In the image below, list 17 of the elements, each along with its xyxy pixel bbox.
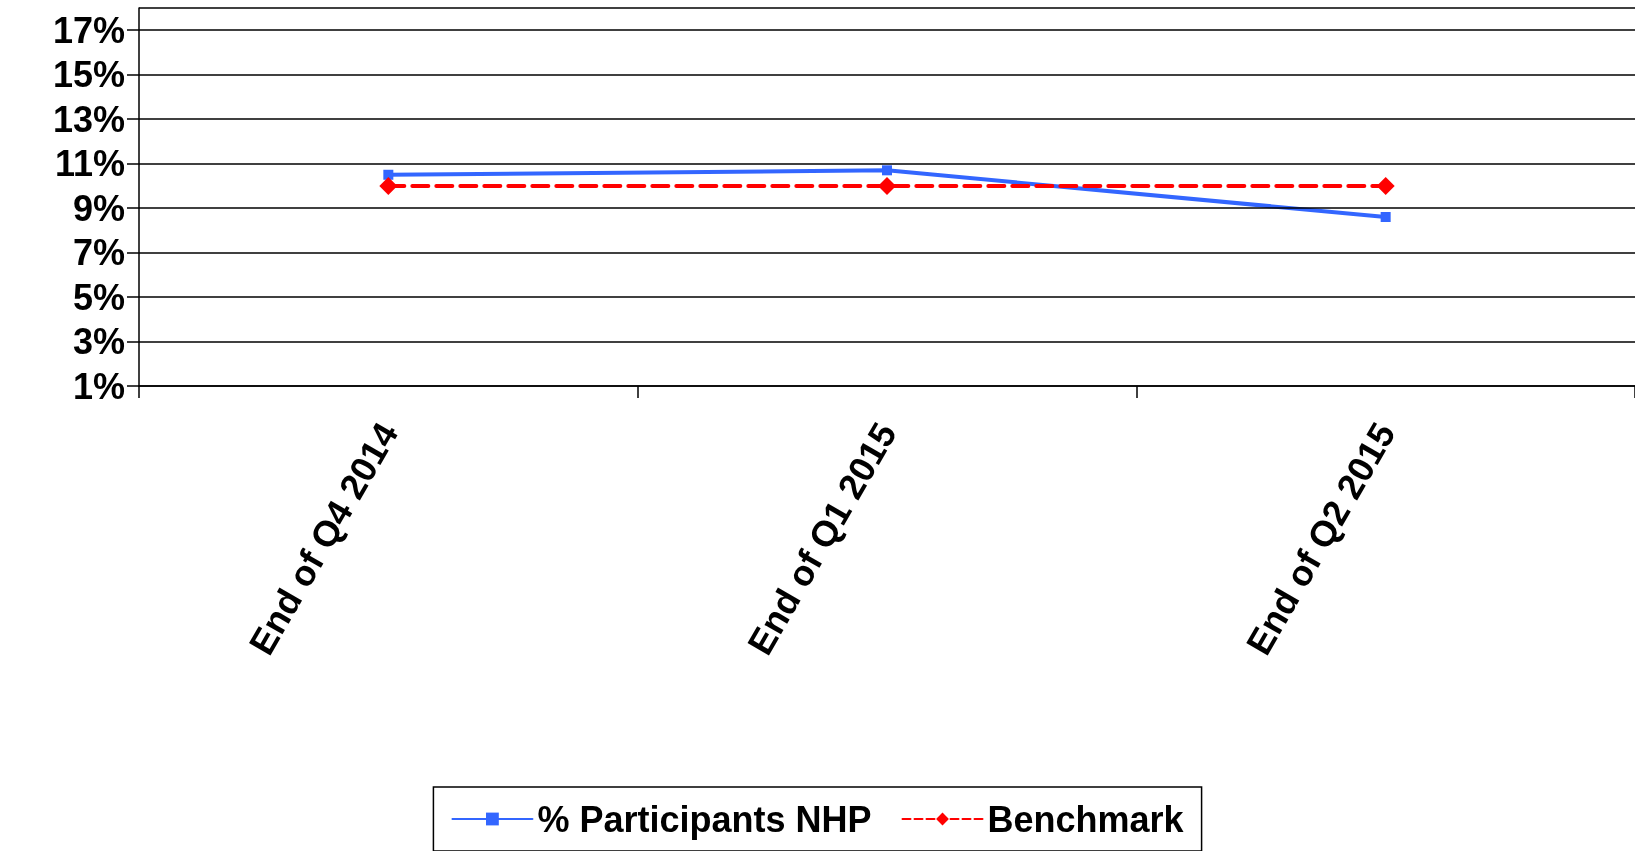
- y-tick-label: 7%: [72, 232, 125, 274]
- point: [1376, 176, 1395, 195]
- y-tick-label: 9%: [72, 187, 125, 229]
- legend-label: Benchmark: [987, 798, 1185, 840]
- y-tick-label: 17%: [52, 9, 125, 51]
- y-tick-label: 11%: [54, 143, 125, 185]
- y-tick-label: 1%: [72, 365, 125, 407]
- point: [878, 176, 896, 195]
- y-tick-label: 13%: [52, 98, 125, 140]
- point: [383, 169, 394, 180]
- point: [379, 176, 398, 195]
- legend-label: % Participants NHP: [537, 798, 872, 840]
- y-tick-label: 15%: [52, 54, 125, 96]
- y-tick-label: 3%: [72, 321, 125, 363]
- y-tick-label: 5%: [72, 276, 125, 318]
- point: [882, 165, 892, 176]
- point: [1380, 212, 1391, 223]
